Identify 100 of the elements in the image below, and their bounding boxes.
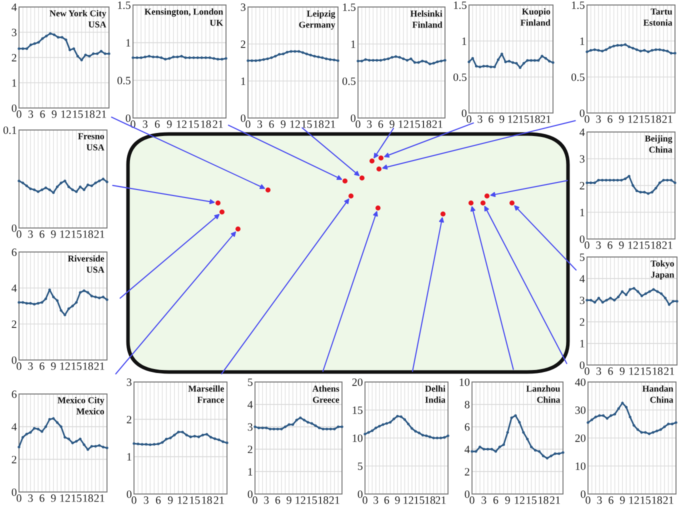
line-series — [364, 414, 450, 440]
y-tick-label: 3 — [12, 28, 16, 36]
point — [18, 180, 20, 182]
x-tick-label: 6 — [40, 110, 45, 118]
y-tick-label: 10 — [352, 434, 362, 442]
y-tick-label: 2 — [248, 446, 252, 454]
y-tick-label: 4 — [12, 284, 17, 292]
x-tick-label: 0 — [362, 496, 368, 504]
x-tick-label: 18 — [201, 120, 211, 128]
y-tick-label: 0 — [12, 488, 16, 496]
x-tick-label: 0 — [132, 496, 136, 504]
point — [67, 438, 70, 440]
x-tick-label: 9 — [619, 241, 624, 249]
chart-title: Tartu — [650, 8, 672, 15]
x-tick-label: 3 — [374, 496, 378, 504]
x-tick-label: 18 — [652, 496, 662, 504]
chart-title: Marseille — [188, 385, 224, 392]
line-series — [470, 414, 564, 460]
text: Greece — [312, 396, 340, 403]
x-tick-label: 21 — [214, 496, 224, 504]
line-series — [254, 416, 344, 430]
y-tick-label: 4 — [12, 4, 17, 11]
line-series — [586, 402, 678, 436]
x-tick-label: 18 — [83, 230, 93, 238]
point — [494, 450, 498, 453]
x-tick-label: 9 — [390, 120, 394, 128]
x-tick-label: 15 — [640, 241, 650, 249]
line-series — [586, 287, 678, 306]
y-tick-label: 1 — [580, 340, 584, 348]
x-tick-label: 12 — [176, 120, 186, 128]
x-tick-label: 12 — [290, 120, 300, 128]
x-tick-label: 18 — [83, 494, 93, 502]
x-tick-label: 21 — [432, 120, 442, 128]
x-tick-label: 18 — [84, 110, 95, 118]
y-tick-label: 0 — [12, 224, 16, 232]
x-tick-label: 12 — [629, 496, 639, 504]
y-tick-label: 0 — [12, 104, 16, 112]
chart-title: Mexico City — [58, 396, 104, 406]
x-tick-label: 6 — [608, 241, 612, 249]
point — [586, 421, 590, 424]
y-tick-label: 0.5 — [453, 73, 466, 82]
x-tick-label: 15 — [73, 110, 83, 118]
y-tick-label: 1 — [241, 78, 246, 85]
point — [636, 428, 640, 431]
y-tick-label: 2 — [580, 182, 584, 190]
text: China — [650, 396, 674, 403]
x-tick-label: 6 — [269, 120, 274, 128]
x-tick-label: 15 — [189, 120, 199, 128]
line-series — [246, 50, 340, 62]
y-tick-label: 30 — [575, 406, 586, 414]
x-tick-label: 15 — [72, 494, 82, 502]
x-tick-label: 21 — [664, 367, 674, 375]
y-tick-label: 8 — [464, 400, 470, 408]
x-tick-label: 18 — [422, 120, 432, 128]
x-tick-label: 21 — [94, 362, 104, 370]
x-tick-label: 9 — [505, 496, 510, 504]
x-tick-label: 21 — [325, 120, 336, 128]
y-tick-label: 5 — [580, 254, 584, 261]
y-tick-label: 1 — [580, 208, 584, 216]
x-tick-label: 15 — [526, 496, 536, 504]
x-tick-label: 9 — [51, 494, 56, 502]
x-tick-label: 18 — [318, 496, 328, 504]
x-tick-label: 9 — [51, 230, 56, 238]
x-tick-label: 18 — [83, 362, 93, 370]
x-tick-label: 3 — [28, 362, 33, 370]
x-tick-label: 15 — [190, 496, 200, 504]
y-tick-label: 0.5 — [571, 73, 584, 82]
y-tick-label: 15 — [352, 406, 362, 414]
chart-title: Handan — [642, 385, 674, 392]
y-tick-label: 3 — [580, 296, 584, 304]
x-tick-label: 6 — [154, 120, 160, 128]
y-tick-label: 40 — [575, 378, 586, 386]
x-tick-label: 3 — [28, 110, 34, 118]
x-tick-label: 3 — [367, 120, 372, 128]
x-tick-label: 21 — [550, 496, 560, 504]
x-tick-label: 12 — [296, 496, 306, 504]
x-tick-label: 21 — [540, 115, 551, 123]
y-tick-label: 3 — [580, 155, 584, 163]
point — [56, 421, 59, 424]
x-tick-label: 3 — [478, 115, 482, 123]
line-series — [18, 417, 108, 451]
y-tick-label: 1.5 — [343, 4, 356, 12]
x-tick-label: 9 — [499, 115, 504, 123]
point — [552, 61, 554, 64]
text: Finland — [520, 19, 550, 26]
x-tick-label: 6 — [608, 115, 612, 123]
x-tick-label: 15 — [72, 362, 82, 370]
x-tick-label: 9 — [395, 496, 400, 504]
y-tick-label: 2 — [464, 468, 470, 476]
x-tick-label: 21 — [94, 494, 104, 502]
chart-title: Athens — [312, 385, 340, 392]
y-tick-label: 5 — [358, 462, 362, 470]
x-tick-label: 6 — [156, 496, 161, 504]
y-tick-label: 3 — [240, 3, 246, 11]
x-tick-label: 12 — [398, 120, 408, 128]
x-tick-label: 15 — [640, 496, 651, 504]
text: Finland — [412, 21, 442, 28]
point — [18, 446, 20, 448]
x-tick-label: 12 — [61, 110, 71, 118]
chart-title: Fresno — [78, 133, 104, 140]
